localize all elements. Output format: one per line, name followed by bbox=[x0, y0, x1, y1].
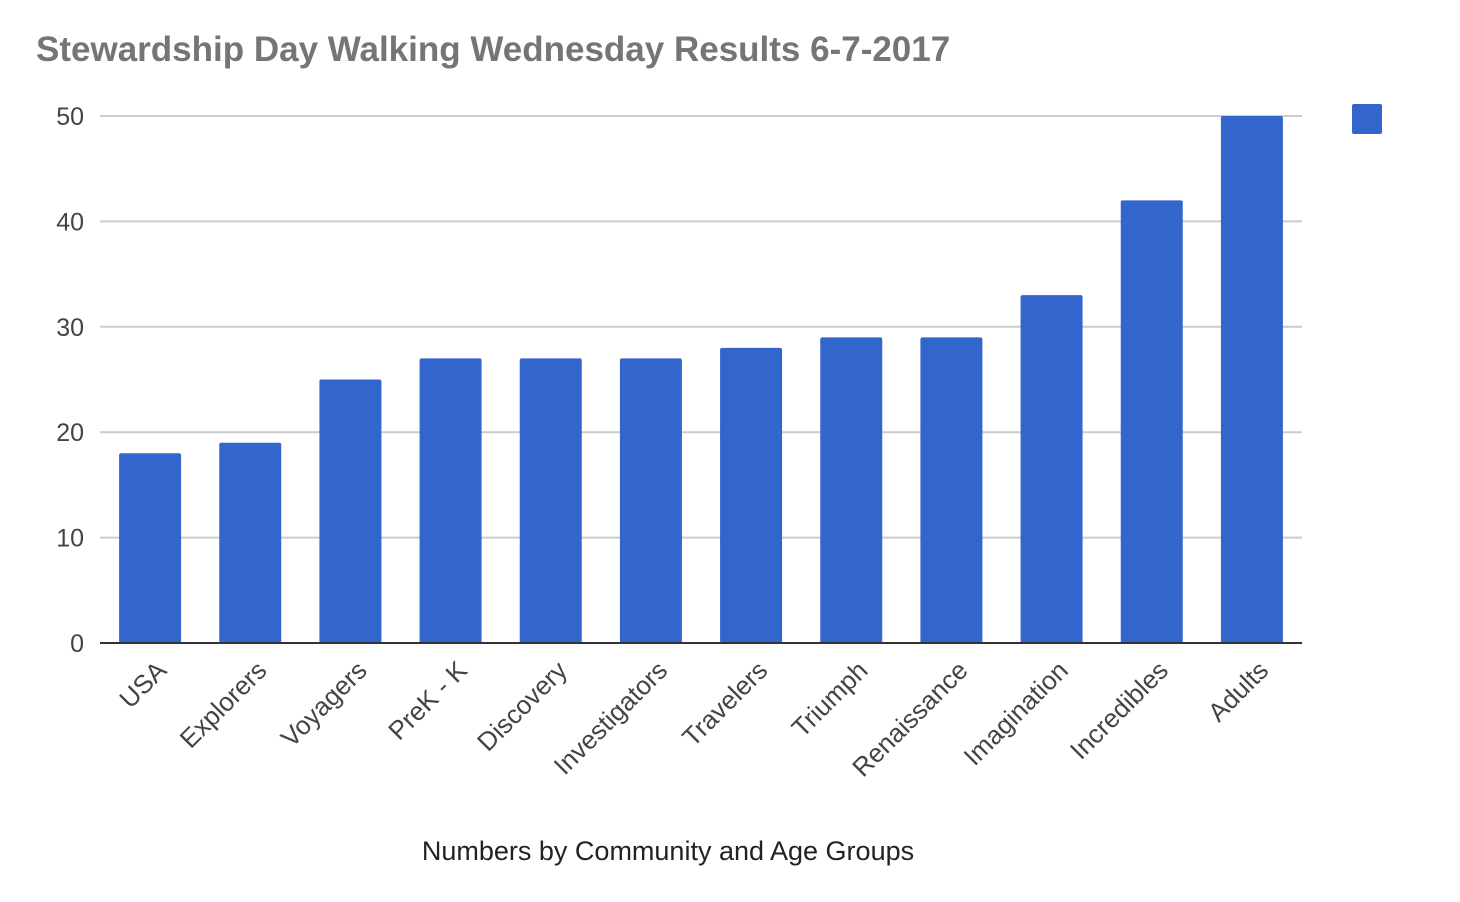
x-axis-label: Numbers by Community and Age Groups bbox=[422, 836, 914, 866]
x-axis-ticks: USA Explorers Voyagers PreK - KDiscoveryInv… bbox=[113, 655, 1274, 783]
bar-usa bbox=[119, 453, 182, 643]
y-tick-label: 20 bbox=[56, 419, 84, 447]
bar-prek-k bbox=[419, 358, 482, 643]
x-tick-label: Explorers bbox=[174, 655, 273, 754]
y-tick-label: 0 bbox=[70, 630, 84, 658]
bar-renaissance bbox=[920, 337, 983, 643]
x-tick-label: USA bbox=[113, 655, 172, 714]
bar-explorers bbox=[219, 442, 282, 643]
gridlines bbox=[100, 115, 1302, 539]
x-tick-label: Adults bbox=[1202, 655, 1274, 727]
y-tick-label: 50 bbox=[56, 103, 84, 131]
x-tick-label: Incredibles bbox=[1064, 655, 1174, 765]
bar-triumph bbox=[820, 337, 883, 643]
bar-adults bbox=[1220, 116, 1283, 643]
bar-voyagers bbox=[319, 379, 382, 643]
x-tick-label: Imagination bbox=[958, 655, 1074, 771]
x-tick-label: Voyagers bbox=[275, 655, 373, 753]
x-tick-label: Triumph bbox=[786, 655, 874, 743]
y-tick-label: 10 bbox=[56, 525, 84, 553]
chart-title: Stewardship Day Walking Wednesday Result… bbox=[36, 30, 950, 69]
bar-investigators bbox=[619, 358, 682, 643]
y-tick-label: 30 bbox=[56, 314, 84, 342]
bar-incredibles bbox=[1120, 200, 1183, 643]
x-tick-label: PreK - K bbox=[382, 655, 473, 746]
legend-swatch bbox=[1352, 104, 1382, 134]
bar-discovery bbox=[519, 358, 582, 643]
bars bbox=[119, 116, 1283, 643]
x-tick-label: Discovery bbox=[471, 655, 573, 757]
x-tick-label: Travelers bbox=[676, 655, 773, 752]
bar-travelers bbox=[720, 347, 783, 643]
y-tick-label: 40 bbox=[56, 208, 84, 236]
bar-imagination bbox=[1020, 295, 1083, 643]
y-axis-ticks: 0 10 20 30 40 50 bbox=[56, 103, 84, 658]
